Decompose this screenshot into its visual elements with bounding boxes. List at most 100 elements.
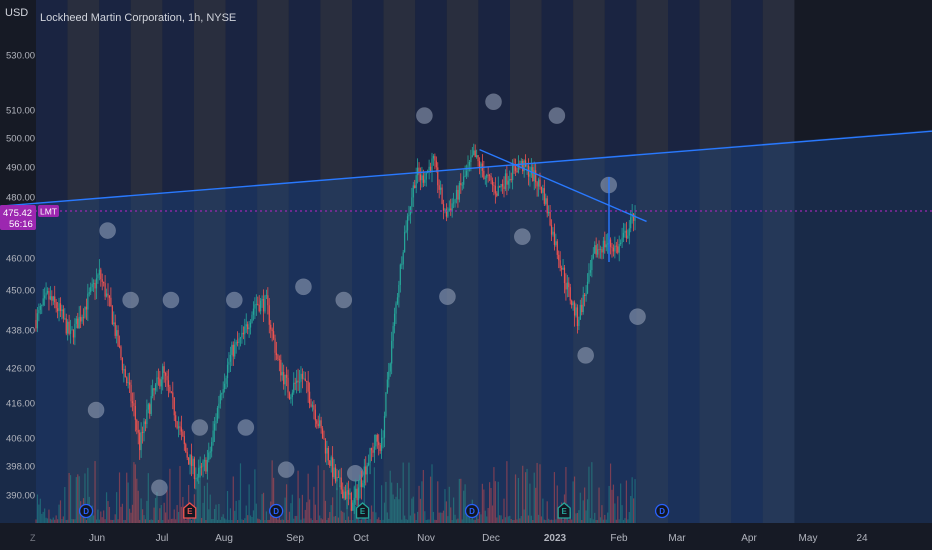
volume-bar [255, 503, 257, 523]
candle-body [152, 388, 154, 397]
volume-bar [595, 519, 597, 523]
candle-body [342, 489, 344, 499]
marker-shape [183, 502, 197, 519]
volume-bar [585, 510, 587, 523]
candle-body [391, 340, 393, 364]
candle-body [235, 341, 237, 345]
candle-body [212, 430, 214, 443]
time-axis[interactable]: Jun Jul Aug Sep Oct Nov Dec 2023 Feb Mar Apr May 24 [89, 533, 868, 544]
volume-bar [530, 515, 532, 523]
volume-bar [180, 506, 183, 523]
volume-bar [628, 511, 630, 523]
volume-bar [447, 516, 449, 523]
candle-body [584, 294, 586, 296]
session-band [731, 0, 763, 523]
volume-bar [225, 519, 227, 523]
earnings-marker[interactable]: E [557, 502, 571, 519]
volume-bar [422, 470, 424, 523]
time-tick-label: Jun [89, 533, 105, 544]
dividend-marker[interactable]: D [464, 503, 480, 519]
candle-body [573, 302, 576, 316]
candle-body [52, 296, 54, 301]
volume-bar [388, 518, 390, 523]
candle-body [376, 434, 378, 442]
volume-bar [425, 519, 427, 523]
candle-body [602, 240, 604, 253]
volume-bar [454, 514, 456, 523]
chart-title: Lockheed Martin Corporation, 1h, NYSE [40, 12, 236, 24]
candle-body [68, 321, 70, 334]
volume-bar [444, 489, 446, 523]
candle-body [205, 460, 207, 472]
price-tick-label: 480.00 [6, 193, 35, 204]
candle-body [499, 186, 501, 188]
session-band [604, 0, 637, 523]
session-band [257, 0, 289, 523]
volume-bar [113, 519, 115, 523]
candle-body [277, 355, 279, 360]
candle-body [392, 326, 394, 341]
session-band [67, 0, 100, 523]
bubble [122, 291, 139, 309]
bubble [277, 461, 295, 478]
candle-body [88, 292, 90, 294]
candle-body [136, 419, 138, 430]
candle-body [523, 160, 525, 172]
candle-body [605, 244, 607, 248]
candle-body [497, 186, 499, 196]
candle-body [353, 497, 355, 503]
volume-bar [229, 508, 231, 523]
volume-bar [633, 498, 635, 523]
candle-body [489, 175, 491, 177]
volume-bar [559, 518, 561, 523]
volume-bar [317, 465, 319, 523]
dividend-marker[interactable]: D [78, 503, 94, 519]
volume-bar [434, 519, 436, 523]
volume-bar [586, 499, 589, 523]
candle-body [170, 391, 172, 393]
dividend-marker[interactable]: D [269, 503, 284, 519]
volume-bar [450, 507, 452, 523]
candle-body [219, 394, 221, 404]
candle-body [500, 184, 502, 188]
volume-bar [604, 514, 606, 523]
volume-bar [267, 519, 269, 523]
volume-bar [523, 509, 525, 523]
trendlines[interactable] [0, 99, 932, 262]
volume-bar [129, 508, 131, 523]
volume-bar [496, 517, 498, 523]
candle-body [558, 254, 560, 261]
candle-body [545, 198, 547, 204]
candle-body [126, 377, 128, 384]
volume-bar [486, 516, 488, 523]
candle-body [555, 241, 557, 245]
candle-body [383, 416, 386, 438]
volume-bar [352, 519, 354, 523]
volume-bar [212, 519, 214, 523]
volume-bar [503, 498, 505, 523]
candle-body [620, 242, 622, 245]
candle-body [333, 467, 335, 478]
candle-body [549, 211, 551, 226]
candle-body [490, 175, 492, 181]
earnings-marker[interactable]: E [183, 502, 197, 519]
earnings-marker[interactable]: E [355, 502, 370, 519]
candle-body [431, 158, 433, 173]
volume-bar [406, 519, 409, 523]
volume-bar [45, 517, 47, 523]
bubble [151, 479, 168, 497]
price-tick-label: 490.00 [6, 163, 35, 174]
price-axis[interactable]: 530.00 510.00 500.00 490.00 480.00 460.00 450.… [6, 51, 35, 502]
dividend-marker[interactable]: D [654, 503, 670, 519]
candle-body [386, 379, 388, 393]
volume-bar [100, 511, 102, 523]
candle-body [222, 389, 224, 394]
volume-bar [280, 519, 282, 523]
volume-bar [160, 505, 162, 523]
timezone-button[interactable]: Z [30, 533, 36, 543]
volume-bar [183, 516, 185, 523]
candle-body [589, 270, 591, 273]
candle-body [55, 302, 57, 309]
